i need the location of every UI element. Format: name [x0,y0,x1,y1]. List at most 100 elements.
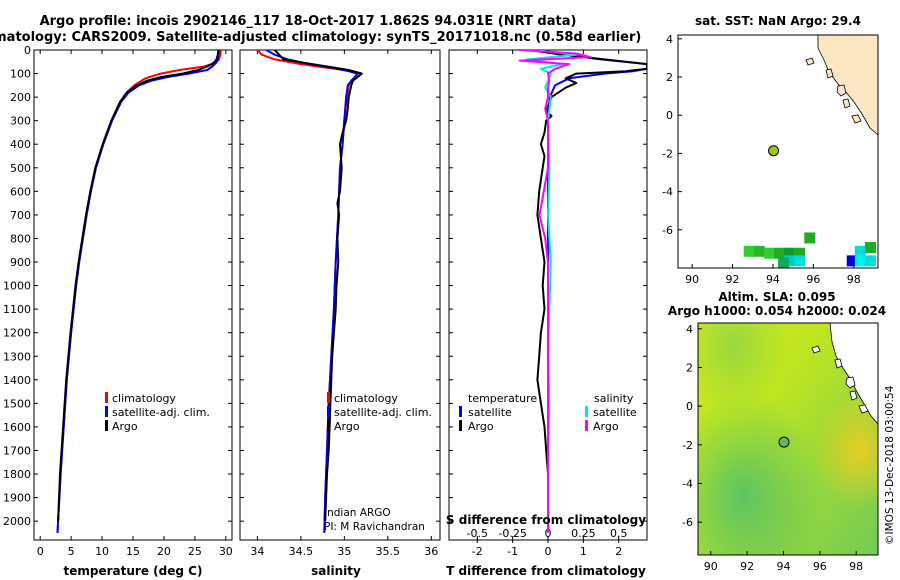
sst-pixel [778,257,790,269]
depth-tick-label: 1100 [3,303,31,316]
depth-tick-label: 100 [10,68,31,81]
legend-satellite-label: satellite-adj. clim. [112,406,210,419]
series-t-argo [530,50,647,522]
sst-pixel [854,255,866,267]
legend-s-argo-label: Argo [593,420,619,433]
legend-s-satellite-label: satellite [593,406,637,419]
depth-tick-label: 1200 [3,327,31,340]
s-tick-label: 0.25 [571,527,596,540]
lat-tick-label: 0 [686,400,693,413]
x-tick-label: 35 [337,545,351,558]
series-satellite-adj-clim- [265,50,359,533]
difference-depth-ticks [449,49,647,522]
island [849,390,858,401]
sla-map-title-line2: Argo h1000: 0.054 h2000: 0.024 [668,304,886,318]
lon-tick-label: 92 [726,273,740,286]
legend-t-satellite-swatch [459,406,462,417]
island [842,98,851,109]
sst-map-frame [677,34,879,269]
legend-climatology-swatch [327,392,330,403]
lat-tick-label: -2 [662,147,673,160]
legend-satellite-swatch [327,406,330,417]
sst-pixel [864,255,876,267]
s-tick-label: 0 [545,527,552,540]
series-s-argo [518,50,592,533]
temperature-profiles [56,50,222,533]
legend-argo-label: Argo [112,420,138,433]
sst-pixel [794,255,806,267]
island [811,345,821,354]
x-tick-label: 0 [37,545,44,558]
sst-pixel [743,245,755,257]
sst-pixels [743,232,876,269]
temperature-legend: climatology satellite-adj. clim. Argo [105,392,210,433]
x-tick-label: 1 [580,545,587,558]
lat-tick-label: -2 [682,439,693,452]
depth-tick-label: 1700 [3,444,31,457]
x-tick-label: 35.5 [376,545,401,558]
x-tick-label: -1 [507,545,518,558]
depth-tick-label: 700 [10,209,31,222]
series-argo [57,50,220,522]
argo-position-marker [768,145,780,157]
lon-tick-label: 92 [740,560,754,573]
salinity-profiles [256,50,363,533]
s-tick-label: -0.5 [467,527,488,540]
figure-title-line2: Climatology: CARS2009. Satellite-adjuste… [0,30,641,45]
sst-pixel [854,245,866,257]
sla-map-title-line1: Altim. SLA: 0.095 [718,290,835,304]
sst-map: sat. SST: NaN Argo: 29.4 90 92 94 96 98 -6 -4 -… [662,14,879,286]
x-tick-label: 34 [250,545,264,558]
sst-pixel [794,247,806,259]
lon-tick-label: 98 [847,273,861,286]
lat-tick-label: 4 [666,33,673,46]
depth-tick-label: 1900 [3,492,31,505]
lon-tick-label: 90 [685,273,699,286]
series-argo [274,50,363,522]
lat-tick-label: 2 [686,361,693,374]
x-tick-label: 10 [95,545,109,558]
legend-s-argo-swatch [585,420,588,431]
depth-tick-label: 400 [10,138,31,151]
legend-satellite-label: satellite-adj. clim. [334,406,432,419]
depth-tick-label: 800 [10,232,31,245]
sst-pixel [753,245,765,257]
salinity-axis-ticks: 34 34.5 35 35.5 36 [250,50,438,558]
lon-tick-label: 94 [766,273,780,286]
sst-pixel [864,241,876,253]
x-tick-label: 25 [188,545,202,558]
salinity-panel: 34 34.5 35 35.5 36 salinity climatology sate… [239,49,441,578]
legend-satellite-swatch [105,406,108,417]
legend-argo-swatch [105,420,108,431]
temperature-axes-frame [33,49,233,541]
legend-t-satellite-label: satellite [468,406,512,419]
legend-temperature-title: temperature [468,392,537,405]
depth-tick-label: 1800 [3,468,31,481]
difference-legend: temperature satellite Argo salinity sate… [459,392,637,433]
series-climatology [56,50,222,533]
sla-map-ticks: 90 92 94 96 98 -6 -4 -2 0 2 4 [682,323,863,573]
depth-tick-label: 0 [24,44,31,57]
sst-pixel [763,247,775,259]
lat-tick-label: 2 [666,71,673,84]
x-tick-label: 5 [68,545,75,558]
x-tick-label: 15 [126,545,140,558]
x-tick-label: 34.5 [289,545,314,558]
legend-s-satellite-swatch [585,406,588,417]
temperature-panel: 0100200300400500600700800900100011001200… [3,44,233,578]
lon-tick-label: 98 [849,560,863,573]
lat-tick-label: -6 [682,516,693,529]
figure-title-line1: Argo profile: incois 2902146_117 18-Oct-… [40,14,577,29]
depth-axis-ticks: 0 100 200 300 400 500 600 700 800 900 1000 1100 1200… [3,44,232,528]
depth-tick-label: 1500 [3,397,31,410]
lat-tick-label: -4 [662,186,673,199]
island [851,114,862,124]
x-tick-label: 30 [219,545,233,558]
x-tick-label: -2 [472,545,483,558]
island [845,376,856,389]
lat-tick-label: -4 [682,477,693,490]
series-satellite-adj-clim- [56,50,220,533]
lon-tick-label: 96 [813,560,827,573]
depth-tick-label: 600 [10,185,31,198]
